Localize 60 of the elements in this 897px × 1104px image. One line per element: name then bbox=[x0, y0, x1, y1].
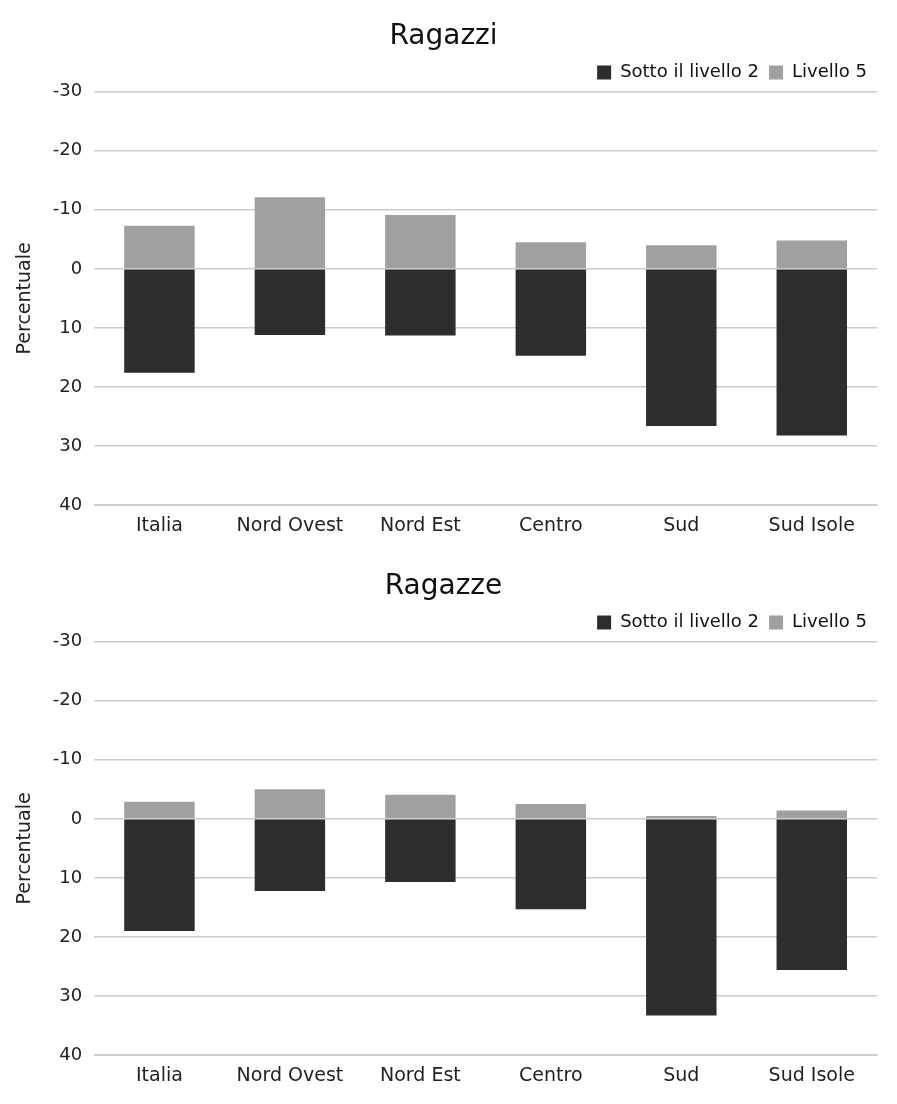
legend-label: Livello 5 bbox=[792, 610, 868, 632]
bar bbox=[124, 819, 195, 932]
y-tick-label: -10 bbox=[52, 747, 83, 769]
bar bbox=[254, 269, 326, 336]
y-axis-title: Percentuale bbox=[12, 242, 35, 355]
y-tick-label: -20 bbox=[52, 688, 83, 710]
y-tick-label: -30 bbox=[52, 79, 83, 101]
x-tick-label: Italia bbox=[135, 1062, 183, 1085]
bar bbox=[646, 245, 717, 269]
bar bbox=[124, 801, 195, 819]
bar bbox=[515, 269, 587, 356]
bar bbox=[254, 197, 326, 269]
x-tick-label: Sud bbox=[663, 512, 700, 535]
y-tick-label: 40 bbox=[59, 1042, 83, 1064]
legend-label: Sotto il livello 2 bbox=[620, 610, 760, 632]
bar bbox=[254, 819, 326, 891]
bar bbox=[646, 815, 717, 819]
x-tick-label: Nord Ovest bbox=[236, 1062, 344, 1085]
y-tick-label: 10 bbox=[59, 315, 83, 337]
y-tick-label: 30 bbox=[59, 433, 83, 455]
x-tick-label: Sud Isole bbox=[768, 512, 855, 535]
y-tick-label: 0 bbox=[70, 806, 83, 828]
y-tick-label: -10 bbox=[52, 197, 83, 219]
y-tick-label: 20 bbox=[59, 374, 83, 396]
chart-title: Ragazzi bbox=[389, 18, 498, 52]
bar bbox=[385, 794, 456, 819]
x-tick-label: Nord Est bbox=[379, 1062, 461, 1085]
legend-label: Livello 5 bbox=[792, 60, 868, 82]
bar bbox=[776, 819, 847, 971]
y-tick-label: 40 bbox=[59, 492, 83, 514]
bar bbox=[385, 269, 456, 336]
y-tick-label: -20 bbox=[52, 138, 83, 160]
bar bbox=[646, 819, 717, 1016]
y-tick-label: -30 bbox=[52, 629, 83, 651]
y-tick-label: 10 bbox=[59, 865, 83, 887]
bar bbox=[385, 819, 456, 883]
bar bbox=[385, 215, 456, 269]
y-axis-title: Percentuale bbox=[12, 792, 35, 905]
y-tick-label: 0 bbox=[70, 256, 83, 278]
bar bbox=[254, 789, 326, 819]
bar bbox=[776, 269, 847, 436]
x-tick-label: Nord Est bbox=[379, 512, 461, 535]
y-tick-label: 20 bbox=[59, 924, 83, 946]
bar bbox=[515, 242, 587, 269]
x-tick-label: Centro bbox=[519, 512, 583, 535]
x-tick-label: Italia bbox=[135, 512, 183, 535]
legend-label: Sotto il livello 2 bbox=[620, 60, 760, 82]
bar bbox=[515, 819, 587, 910]
bar bbox=[515, 804, 587, 819]
bar bbox=[646, 269, 717, 427]
chart-title: Ragazze bbox=[384, 568, 503, 602]
bar bbox=[124, 225, 195, 269]
y-tick-label: 30 bbox=[59, 983, 83, 1005]
bar bbox=[776, 240, 847, 269]
bar bbox=[776, 810, 847, 819]
x-tick-label: Sud Isole bbox=[768, 1062, 855, 1085]
bar bbox=[124, 269, 195, 373]
x-tick-label: Centro bbox=[519, 1062, 583, 1085]
x-tick-label: Sud bbox=[663, 1062, 700, 1085]
x-tick-label: Nord Ovest bbox=[236, 512, 344, 535]
